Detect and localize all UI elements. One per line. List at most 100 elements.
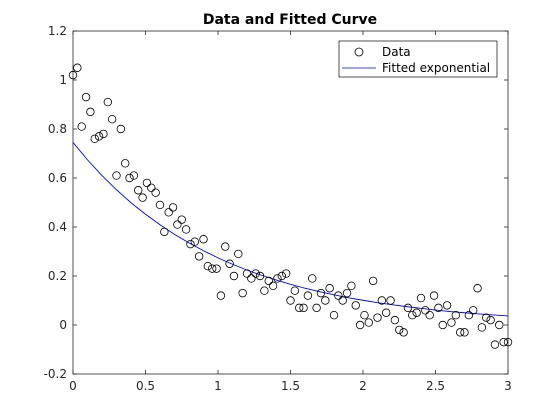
- x-tick-label: 3: [504, 379, 512, 393]
- data-point: [212, 264, 221, 273]
- data-point: [473, 284, 482, 293]
- data-point: [268, 281, 278, 290]
- y-tick-label: 1: [59, 73, 67, 87]
- data-point: [390, 315, 400, 325]
- y-tick-label: 0.6: [48, 171, 67, 185]
- x-tick-label: 1: [214, 379, 222, 393]
- data-point: [281, 269, 291, 278]
- data-point: [395, 325, 404, 335]
- data-point: [499, 337, 508, 347]
- data-point: [199, 235, 208, 244]
- data-point: [416, 293, 426, 303]
- data-point: [464, 311, 474, 320]
- data-point: [408, 311, 417, 320]
- data-point: [342, 288, 352, 298]
- data-point: [377, 296, 387, 305]
- data-point: [351, 301, 360, 310]
- data-point: [129, 171, 139, 180]
- data-point: [477, 323, 487, 332]
- data-point: [503, 337, 513, 347]
- data-point: [99, 129, 108, 139]
- data-point: [203, 262, 213, 271]
- y-tick-label: 1.2: [48, 24, 67, 38]
- data-point: [181, 225, 191, 234]
- data-point: [160, 227, 169, 237]
- data-point: [94, 132, 104, 141]
- data-point: [125, 173, 134, 183]
- data-point: [238, 288, 247, 298]
- y-tick-label: 0.2: [48, 269, 67, 283]
- data-point: [347, 281, 356, 290]
- data-point: [242, 269, 252, 278]
- data-point: [334, 291, 343, 300]
- data-point: [186, 239, 195, 249]
- x-tick-label: 0.5: [136, 379, 155, 393]
- data-point: [403, 303, 413, 313]
- data-point: [295, 303, 304, 313]
- data-point: [490, 340, 500, 349]
- data-point: [116, 124, 126, 134]
- data-point: [90, 134, 99, 143]
- data-point: [412, 308, 421, 317]
- data-point: [177, 215, 186, 224]
- data-point: [455, 328, 465, 337]
- data-point: [247, 274, 256, 283]
- x-tick-label: 0: [69, 379, 77, 393]
- data-point: [234, 249, 243, 259]
- data-point: [138, 193, 147, 202]
- x-tick-label: 1.5: [281, 379, 300, 393]
- data-point: [147, 183, 156, 192]
- data-point: [355, 320, 365, 330]
- data-point: [273, 274, 282, 283]
- data-point: [338, 296, 347, 305]
- data-point: [486, 315, 495, 325]
- x-tick-label: 2: [359, 379, 367, 393]
- data-point: [277, 271, 286, 281]
- legend: Data Fitted exponential: [338, 40, 498, 78]
- data-point: [299, 303, 308, 313]
- data-point: [190, 237, 199, 246]
- data-point: [221, 242, 230, 251]
- data-point: [86, 107, 95, 117]
- data-point: [469, 306, 478, 315]
- data-point: [260, 286, 269, 295]
- data-point: [316, 288, 326, 298]
- data-point: [134, 186, 143, 195]
- data-point: [142, 178, 152, 188]
- data-point: [155, 200, 165, 210]
- data-point: [120, 159, 130, 168]
- data-point: [77, 122, 86, 131]
- data-point: [255, 271, 265, 281]
- y-tick-label: 0.8: [48, 122, 67, 136]
- data-point: [194, 252, 204, 261]
- data-point: [164, 208, 173, 217]
- data-point: [264, 276, 273, 286]
- y-axis: -0.2 0 0.2 0.4 0.6 0.8 1 1.2: [44, 24, 508, 381]
- data-point: [81, 92, 91, 102]
- data-point: [107, 114, 117, 124]
- legend-marker-data: [354, 47, 364, 57]
- data-point: [421, 306, 430, 315]
- data-point: [312, 303, 321, 313]
- data-point: [329, 311, 339, 320]
- data-points-layer: [68, 63, 513, 349]
- data-point: [103, 97, 112, 107]
- data-point: [434, 303, 443, 313]
- x-axis: 0 0.5 1 1.5 2 2.5 3: [69, 31, 512, 393]
- data-point: [495, 320, 504, 330]
- legend-label-data: Data: [382, 45, 411, 59]
- data-point: [382, 308, 391, 317]
- plot-area: [73, 31, 508, 374]
- data-point: [429, 291, 439, 300]
- data-point: [225, 259, 234, 268]
- data-point: [321, 296, 330, 305]
- data-point: [286, 296, 295, 305]
- data-point: [229, 271, 239, 281]
- y-tick-label: -0.2: [44, 367, 67, 381]
- data-point: [451, 311, 460, 320]
- data-point: [308, 274, 317, 283]
- data-point: [447, 318, 456, 327]
- data-point: [360, 311, 369, 320]
- x-tick-label: 2.5: [426, 379, 445, 393]
- chart-title: Data and Fitted Curve: [203, 12, 377, 28]
